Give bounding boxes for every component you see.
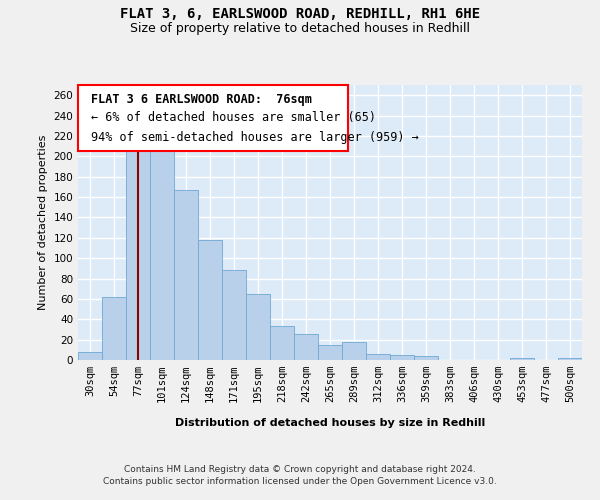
Bar [198, 240, 222, 360]
Bar [342, 342, 366, 360]
Bar [318, 344, 342, 360]
Bar [174, 190, 198, 360]
Bar [102, 297, 126, 360]
Bar [510, 358, 534, 360]
Text: ← 6% of detached houses are smaller (65): ← 6% of detached houses are smaller (65) [91, 112, 376, 124]
Bar [294, 334, 318, 360]
Bar [270, 326, 294, 360]
Bar [558, 358, 582, 360]
Bar [78, 85, 347, 151]
Y-axis label: Number of detached properties: Number of detached properties [38, 135, 48, 310]
Text: 94% of semi-detached houses are larger (959) →: 94% of semi-detached houses are larger (… [91, 132, 418, 144]
Bar [414, 356, 438, 360]
Bar [246, 294, 270, 360]
Text: Distribution of detached houses by size in Redhill: Distribution of detached houses by size … [175, 418, 485, 428]
Text: Size of property relative to detached houses in Redhill: Size of property relative to detached ho… [130, 22, 470, 35]
Text: FLAT 3 6 EARLSWOOD ROAD:  76sqm: FLAT 3 6 EARLSWOOD ROAD: 76sqm [91, 93, 311, 106]
Text: Contains HM Land Registry data © Crown copyright and database right 2024.
Contai: Contains HM Land Registry data © Crown c… [103, 465, 497, 486]
Bar [222, 270, 246, 360]
Bar [150, 146, 174, 360]
Bar [126, 151, 150, 360]
Text: FLAT 3, 6, EARLSWOOD ROAD, REDHILL, RH1 6HE: FLAT 3, 6, EARLSWOOD ROAD, REDHILL, RH1 … [120, 8, 480, 22]
Bar [366, 354, 390, 360]
Bar [78, 352, 102, 360]
Bar [390, 355, 414, 360]
